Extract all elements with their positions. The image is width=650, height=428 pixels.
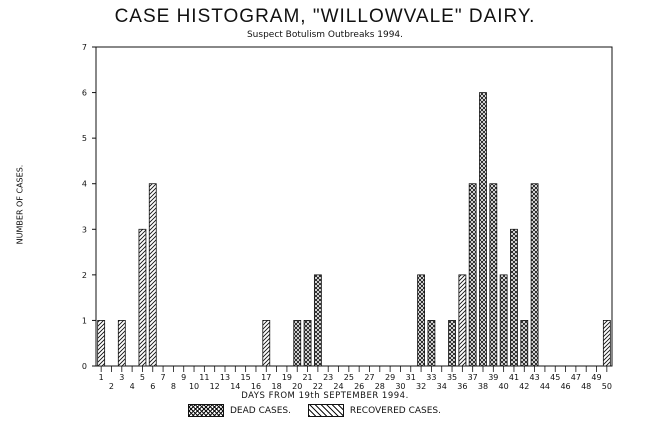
x-tick-label: 34	[437, 382, 447, 391]
bar-dead	[468, 183, 477, 367]
x-tick-label: 12	[210, 382, 220, 391]
x-tick-label: 8	[171, 382, 176, 391]
bar-dead	[520, 320, 529, 367]
bar-recovered	[97, 320, 106, 367]
x-tick-label: 10	[189, 382, 199, 391]
x-tick-label: 32	[416, 382, 426, 391]
y-axis: 0 1 2 3 4 5 6 7	[82, 43, 96, 371]
x-tick-label: 2	[109, 382, 114, 391]
x-tick-label: 47	[571, 373, 581, 382]
y-tick-label: 7	[82, 43, 87, 52]
x-tick-label: 21	[302, 373, 312, 382]
x-tick-label: 6	[150, 382, 155, 391]
x-tick-label: 20	[292, 382, 302, 391]
bar-dead	[530, 183, 539, 367]
x-tick-label: 33	[426, 373, 436, 382]
x-tick-label: 45	[550, 373, 560, 382]
x-tick-label: 1	[99, 373, 104, 382]
x-tick-label: 5	[140, 373, 145, 382]
x-tick-label: 36	[457, 382, 467, 391]
bar-dead	[510, 228, 518, 367]
x-axis: 1234567891011121314151617181920212223242…	[99, 366, 612, 391]
bar-dead	[313, 274, 322, 367]
plot-frame	[95, 46, 613, 367]
x-tick-label: 17	[261, 373, 271, 382]
x-tick-label: 13	[220, 373, 230, 382]
plot-border	[95, 46, 613, 367]
bar-recovered	[262, 320, 271, 367]
x-tick-label: 50	[602, 382, 612, 391]
x-tick-label: 27	[364, 373, 374, 382]
y-tick-label: 1	[82, 316, 87, 325]
x-tick-label: 16	[251, 382, 261, 391]
x-tick-label: 26	[354, 382, 364, 391]
x-tick-label: 38	[478, 382, 488, 391]
x-tick-label: 23	[323, 373, 333, 382]
x-tick-label: 7	[161, 373, 166, 382]
y-tick-label: 2	[82, 271, 87, 280]
bar-dead	[448, 320, 456, 367]
x-tick-label: 25	[344, 373, 354, 382]
bar-dead	[489, 183, 498, 367]
y-tick-label: 6	[82, 89, 87, 98]
x-tick-label: 29	[385, 373, 395, 382]
x-tick-label: 9	[181, 373, 186, 382]
bar-recovered	[148, 183, 157, 367]
x-tick-label: 49	[591, 373, 601, 382]
x-tick-label: 24	[333, 382, 343, 391]
bar-dead	[417, 274, 425, 367]
y-tick-label: 0	[82, 362, 87, 371]
x-tick-label: 18	[272, 382, 282, 391]
bar-recovered	[602, 320, 611, 367]
x-tick-label: 48	[581, 382, 591, 391]
x-tick-label: 41	[509, 373, 519, 382]
legend-swatch-recovered	[307, 404, 344, 417]
chart-title: CASE HISTOGRAM, "WILLOWVALE" DAIRY.	[114, 6, 536, 27]
x-tick-label: 4	[130, 382, 135, 391]
x-tick-label: 30	[395, 382, 405, 391]
legend-item-dead: DEAD CASES.	[188, 404, 291, 417]
x-tick-label: 15	[241, 373, 251, 382]
x-tick-label: 40	[499, 382, 509, 391]
chart-subtitle: Suspect Botulism Outbreaks 1994.	[246, 30, 404, 40]
x-tick-label: 11	[199, 373, 209, 382]
legend-item-recovered: RECOVERED CASES.	[307, 404, 441, 417]
x-tick-label: 14	[230, 382, 240, 391]
bar-recovered	[458, 274, 467, 367]
legend-label-dead: DEAD CASES.	[230, 405, 291, 416]
bar-dead	[479, 92, 487, 367]
x-tick-label: 19	[282, 373, 292, 382]
x-tick-label: 43	[530, 373, 540, 382]
x-tick-label: 31	[406, 373, 416, 382]
x-tick-label: 3	[119, 373, 124, 382]
legend-label-recovered: RECOVERED CASES.	[349, 405, 441, 416]
legend-swatch-dead	[188, 404, 224, 417]
bar-dead	[427, 320, 436, 367]
bar-dead	[293, 320, 302, 367]
x-tick-label: 44	[540, 382, 550, 391]
legend: DEAD CASES. RECOVERED CASES.	[188, 404, 455, 420]
bars	[97, 92, 611, 367]
bar-dead	[303, 320, 312, 367]
bar-recovered	[138, 228, 147, 367]
y-tick-label: 5	[82, 134, 87, 143]
x-tick-label: 39	[488, 373, 498, 382]
x-axis-label: DAYS FROM 19th SEPTEMBER 1994.	[241, 391, 409, 401]
x-tick-label: 42	[519, 382, 529, 391]
y-tick-label: 3	[82, 225, 87, 234]
bar-recovered	[117, 320, 126, 367]
x-tick-label: 46	[560, 382, 570, 391]
x-tick-label: 35	[447, 373, 457, 382]
x-tick-label: 28	[375, 382, 385, 391]
x-tick-label: 37	[468, 373, 478, 382]
bar-dead	[499, 274, 508, 367]
y-tick-label: 4	[82, 180, 87, 189]
x-tick-label: 22	[313, 382, 323, 391]
